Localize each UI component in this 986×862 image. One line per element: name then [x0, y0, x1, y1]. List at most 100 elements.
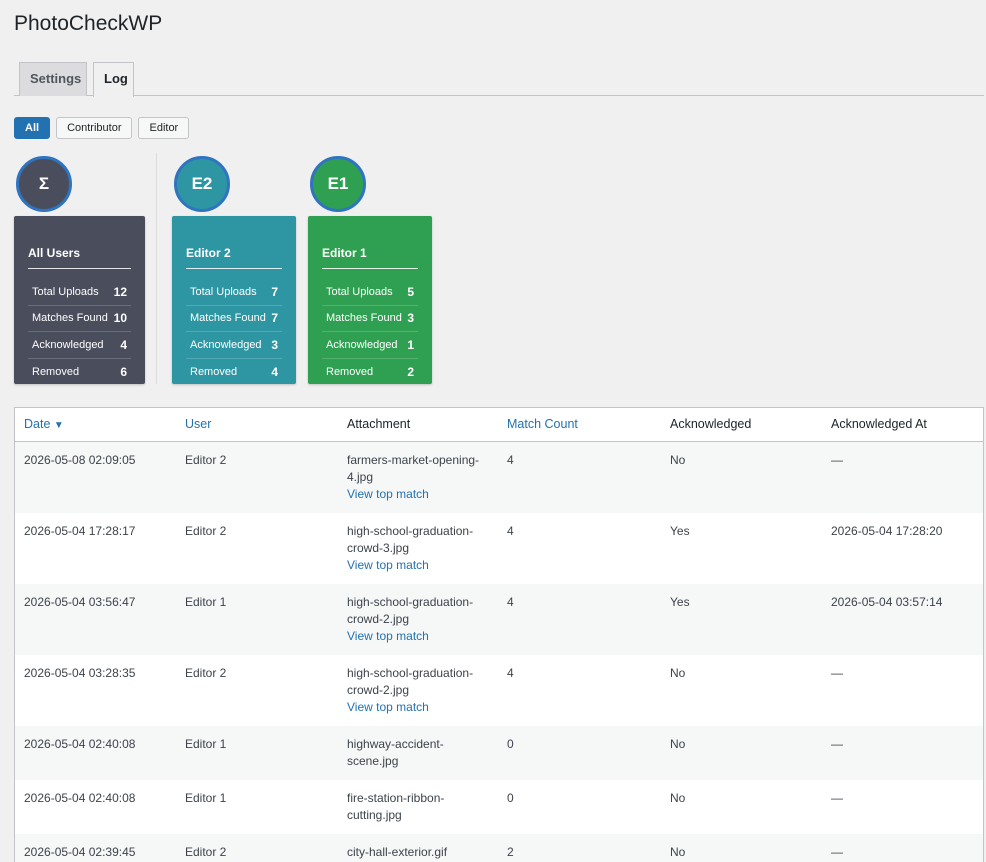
cell-date: 2026-05-04 17:28:17 — [24, 523, 136, 538]
cell-user: Editor 1 — [176, 725, 338, 780]
card-divider — [156, 153, 157, 384]
cell-acknowledged-at: — — [831, 790, 843, 805]
column-header-match-count[interactable]: Match Count — [498, 408, 661, 442]
column-header-acknowledged-at: Acknowledged At — [822, 408, 983, 442]
stat-matches-found: Matches Found 7 — [186, 306, 282, 332]
stat-removed: Removed 6 — [32, 364, 127, 379]
card-title: All Users — [28, 232, 131, 269]
cell-attachment: farmers-market-opening- 4.jpg View top mat… — [338, 441, 498, 513]
card-title: Editor 2 — [186, 232, 282, 269]
card-editor-1: Editor 1 Total Uploads 5 Matches Found 3 A… — [308, 216, 432, 384]
attachment-name[interactable]: high-school-graduation-crowd-2.jpg — [347, 594, 474, 626]
avatar-all-users: Σ — [16, 156, 72, 212]
stat-total-uploads: Total Uploads 12 — [28, 279, 131, 306]
page-title: PhotoCheckWP — [14, 12, 163, 35]
cell-user: Editor 2 — [185, 523, 227, 538]
cell-acknowledged-at: — — [822, 725, 983, 780]
table-row: 2026-05-04 02:40:08 Editor 1 highway-accid… — [15, 725, 983, 780]
stat-acknowledged: Acknowledged 4 — [28, 332, 131, 359]
table-header-row: Date ▼ User Attachment Match Count Ackno… — [15, 408, 983, 442]
cell-acknowledged-at: — — [822, 441, 983, 513]
cell-acknowledged: Yes — [670, 523, 690, 538]
stat-acknowledged: Acknowledged 1 — [322, 332, 418, 359]
cell-attachment: city-hall-exterior.gifView top match — [338, 833, 498, 862]
card-editor-2: Editor 2 Total Uploads 7 Matches Found 7 A… — [172, 216, 296, 384]
column-header-date[interactable]: Date ▼ — [15, 408, 176, 442]
stat-total-uploads: Total Uploads 5 — [322, 279, 418, 306]
role-filters: All Contributor Editor — [14, 117, 190, 139]
cell-acknowledged-at: — — [831, 665, 843, 680]
attachment-name: city-hall-exterior.gif — [347, 844, 448, 859]
cell-user: Editor 1 — [185, 790, 227, 805]
stat-removed: Removed 4 — [190, 364, 278, 379]
cell-match-count: 4 — [507, 665, 514, 680]
column-header-user[interactable]: User — [176, 408, 338, 442]
stat-total-uploads: Total Uploads 7 — [186, 279, 282, 306]
cell-match-count: 2 — [498, 833, 661, 862]
attachment-name[interactable]: highway-accident-scene.jpg — [347, 736, 444, 768]
cell-acknowledged: No — [661, 833, 822, 862]
cell-attachment: high-school-graduation-crowd-2.jpg View t… — [338, 583, 498, 655]
table-row: 2026-05-04 17:28:17 Editor 2 high-school-g… — [15, 513, 983, 584]
filter-contributor-button[interactable]: Contributor — [56, 117, 133, 139]
cell-attachment: highway-accident-scene.jpg — [338, 725, 498, 780]
cell-user: Editor 2 — [176, 833, 338, 862]
cell-user: Editor 2 — [185, 665, 227, 680]
cell-acknowledged: Yes — [661, 583, 822, 655]
cell-acknowledged-at: 2026-05-04 17:28:20 — [831, 523, 943, 538]
column-header-attachment: Attachment — [338, 408, 498, 442]
view-top-match-link[interactable]: View top match — [347, 628, 429, 643]
cell-match-count: 4 — [498, 441, 661, 513]
cell-match-count: 4 — [498, 583, 661, 655]
view-top-match-link[interactable]: View top match — [347, 486, 429, 501]
stat-matches-found: Matches Found 3 — [322, 306, 418, 332]
view-top-match-link[interactable]: View top match — [347, 699, 429, 714]
cell-date: 2026-05-04 02:40:08 — [24, 790, 136, 805]
cell-match-count: 0 — [507, 790, 514, 805]
cell-acknowledged: No — [661, 441, 822, 513]
cell-match-count: 4 — [507, 523, 514, 538]
cell-date: 2026-05-04 02:40:08 — [15, 725, 176, 780]
cell-attachment: high-school-graduation-crowd-3.jpg View t… — [338, 513, 498, 584]
attachment-name: high-school-graduation-crowd-2.jpg — [347, 665, 474, 697]
cell-date: 2026-05-04 03:56:47 — [15, 583, 176, 655]
stat-removed: Removed 2 — [326, 364, 414, 379]
card-all-users: All Users Total Uploads 12 Matches Found 1… — [14, 216, 145, 384]
cell-acknowledged: No — [670, 665, 686, 680]
cell-user: Editor 2 — [176, 441, 338, 513]
tab-settings[interactable]: Settings — [19, 62, 87, 96]
column-header-acknowledged: Acknowledged — [661, 408, 822, 442]
cell-date: 2026-05-04 02:39:45 — [15, 833, 176, 862]
cell-attachment: fire-station-ribbon-cutting.jpg — [338, 780, 498, 834]
cell-acknowledged-at: — — [822, 833, 983, 862]
filter-all-button[interactable]: All — [14, 117, 51, 139]
card-title: Editor 1 — [322, 232, 418, 269]
tab-bar: Settings Log — [14, 62, 984, 97]
cell-attachment: high-school-graduation-crowd-2.jpg View t… — [338, 655, 498, 726]
stat-acknowledged: Acknowledged 3 — [186, 332, 282, 359]
log-table-container: Date ▼ User Attachment Match Count Ackno… — [14, 407, 984, 862]
avatar-editor-1: E1 — [310, 156, 366, 212]
table-row: 2026-05-04 02:39:45 Editor 2 city-hall-ext… — [15, 833, 983, 862]
log-table: Date ▼ User Attachment Match Count Ackno… — [15, 408, 983, 862]
cell-date: 2026-05-08 02:09:05 — [15, 441, 176, 513]
cell-date: 2026-05-04 03:28:35 — [24, 665, 136, 680]
cell-user: Editor 1 — [176, 583, 338, 655]
cell-acknowledged: No — [661, 725, 822, 780]
cell-acknowledged: No — [670, 790, 686, 805]
sort-desc-icon: ▼ — [53, 420, 64, 432]
attachment-name: farmers-market-opening- 4.jpg — [347, 452, 480, 484]
table-row: 2026-05-08 02:09:05 Editor 2 farmers-marke… — [15, 441, 983, 513]
table-row: 2026-05-04 03:56:47 Editor 1 high-school-g… — [15, 583, 983, 655]
avatar-editor-2: E2 — [174, 156, 230, 212]
cell-acknowledged-at: 2026-05-04 03:57:14 — [822, 583, 983, 655]
table-row: 2026-05-04 03:28:35 Editor 2 high-school-g… — [15, 655, 983, 726]
cell-match-count: 0 — [498, 725, 661, 780]
tab-log[interactable]: Log — [93, 62, 134, 97]
table-row: 2026-05-04 02:40:08 Editor 1 fire-station-… — [15, 780, 983, 834]
view-top-match-link[interactable]: View top match — [347, 557, 429, 572]
attachment-name[interactable]: fire-station-ribbon-cutting.jpg — [347, 790, 445, 822]
filter-editor-button[interactable]: Editor — [138, 117, 190, 139]
stat-matches-found: Matches Found 10 — [28, 306, 131, 332]
attachment-name[interactable]: high-school-graduation-crowd-3.jpg — [347, 523, 474, 555]
